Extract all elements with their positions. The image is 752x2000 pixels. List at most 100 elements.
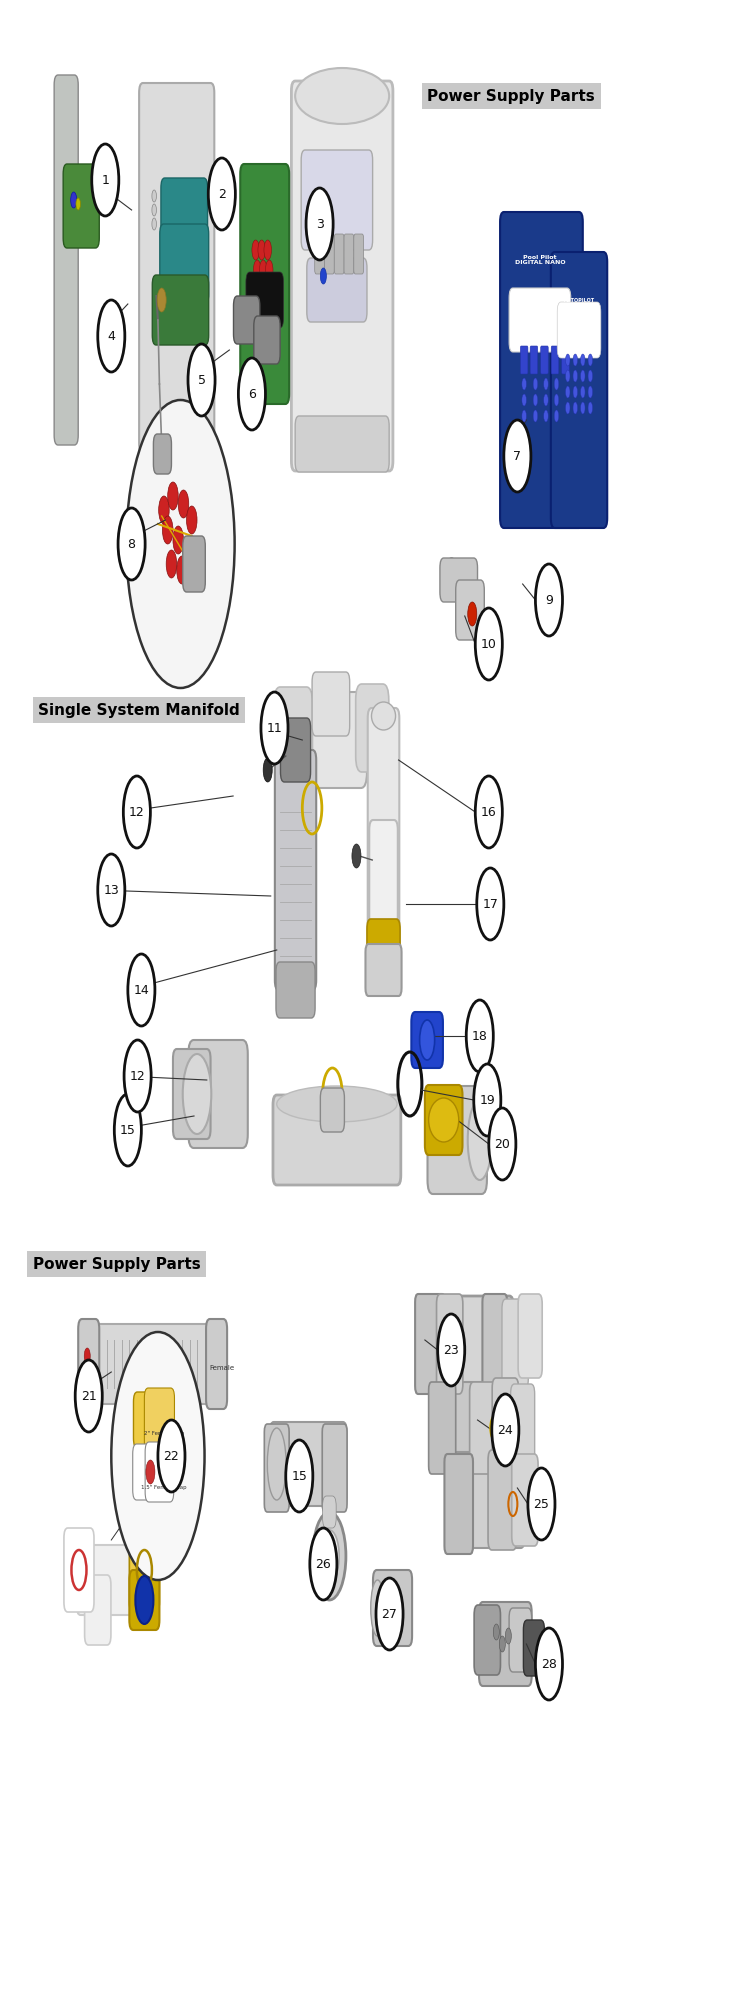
Text: 12: 12 xyxy=(130,1070,145,1082)
Circle shape xyxy=(420,1020,435,1060)
Circle shape xyxy=(588,370,593,382)
FancyBboxPatch shape xyxy=(322,1424,347,1512)
Circle shape xyxy=(466,1000,493,1072)
Text: 15: 15 xyxy=(291,1470,308,1482)
Ellipse shape xyxy=(371,702,396,730)
Circle shape xyxy=(98,300,125,372)
Circle shape xyxy=(581,370,585,382)
Text: 16: 16 xyxy=(481,806,496,818)
Circle shape xyxy=(152,190,156,202)
FancyBboxPatch shape xyxy=(334,234,344,274)
Text: 22: 22 xyxy=(164,1450,179,1462)
Circle shape xyxy=(581,386,585,398)
FancyBboxPatch shape xyxy=(81,1324,220,1404)
Circle shape xyxy=(566,354,570,366)
FancyBboxPatch shape xyxy=(240,164,289,404)
Text: 20: 20 xyxy=(494,1138,511,1150)
Circle shape xyxy=(499,1636,505,1652)
Circle shape xyxy=(259,260,267,280)
FancyBboxPatch shape xyxy=(78,1320,99,1408)
FancyBboxPatch shape xyxy=(274,686,312,768)
Circle shape xyxy=(474,1064,501,1136)
Circle shape xyxy=(352,844,361,868)
FancyBboxPatch shape xyxy=(562,346,569,374)
Circle shape xyxy=(152,218,156,230)
Ellipse shape xyxy=(183,1054,211,1134)
Text: Pool Pilot
DIGITAL NANO: Pool Pilot DIGITAL NANO xyxy=(514,254,566,266)
FancyBboxPatch shape xyxy=(483,1294,508,1394)
Text: 26: 26 xyxy=(316,1558,331,1570)
FancyBboxPatch shape xyxy=(246,272,284,328)
FancyBboxPatch shape xyxy=(152,274,208,344)
Circle shape xyxy=(493,1624,499,1640)
Circle shape xyxy=(118,508,145,580)
Text: 21: 21 xyxy=(81,1390,96,1402)
FancyBboxPatch shape xyxy=(488,1450,517,1550)
Circle shape xyxy=(528,1468,555,1540)
Text: 15: 15 xyxy=(120,1124,136,1136)
Circle shape xyxy=(544,394,548,406)
FancyBboxPatch shape xyxy=(425,1084,462,1156)
Circle shape xyxy=(477,868,504,940)
Circle shape xyxy=(475,776,502,848)
Circle shape xyxy=(71,192,77,208)
Text: 5: 5 xyxy=(198,374,205,386)
FancyBboxPatch shape xyxy=(295,416,390,472)
FancyBboxPatch shape xyxy=(365,944,402,996)
Text: 2" Female Cap: 2" Female Cap xyxy=(144,1432,184,1436)
FancyBboxPatch shape xyxy=(129,1570,159,1630)
FancyBboxPatch shape xyxy=(509,288,571,352)
Circle shape xyxy=(152,204,156,216)
FancyBboxPatch shape xyxy=(144,1388,174,1452)
FancyBboxPatch shape xyxy=(63,164,99,248)
FancyBboxPatch shape xyxy=(206,1320,227,1408)
FancyBboxPatch shape xyxy=(427,1086,487,1194)
Circle shape xyxy=(573,354,578,366)
Text: 2: 2 xyxy=(218,188,226,200)
Circle shape xyxy=(159,496,169,524)
FancyBboxPatch shape xyxy=(367,918,400,968)
FancyBboxPatch shape xyxy=(420,1296,513,1392)
Text: 14: 14 xyxy=(134,984,149,996)
Circle shape xyxy=(306,188,333,260)
Circle shape xyxy=(75,1360,102,1432)
Circle shape xyxy=(178,490,189,518)
Circle shape xyxy=(475,608,502,680)
Circle shape xyxy=(573,370,578,382)
Text: 9: 9 xyxy=(545,594,553,606)
FancyBboxPatch shape xyxy=(153,434,171,474)
Text: 4: 4 xyxy=(108,330,115,342)
Circle shape xyxy=(588,386,593,398)
FancyBboxPatch shape xyxy=(493,1378,519,1470)
FancyBboxPatch shape xyxy=(54,76,78,446)
Circle shape xyxy=(258,240,265,260)
FancyBboxPatch shape xyxy=(429,1382,456,1474)
Text: Power Supply Parts: Power Supply Parts xyxy=(32,1256,201,1272)
Circle shape xyxy=(128,954,155,1026)
Circle shape xyxy=(208,158,235,230)
Circle shape xyxy=(76,198,80,210)
Circle shape xyxy=(263,758,272,782)
Circle shape xyxy=(522,410,526,422)
Circle shape xyxy=(286,1440,313,1512)
Circle shape xyxy=(533,410,538,422)
Text: 18: 18 xyxy=(472,1030,488,1042)
Circle shape xyxy=(566,370,570,382)
Text: Power Supply Parts: Power Supply Parts xyxy=(427,88,596,104)
FancyBboxPatch shape xyxy=(550,252,608,528)
FancyBboxPatch shape xyxy=(502,1300,529,1388)
Circle shape xyxy=(566,402,570,414)
FancyBboxPatch shape xyxy=(188,1040,247,1148)
Circle shape xyxy=(489,1108,516,1180)
Circle shape xyxy=(111,1332,205,1580)
Text: 17: 17 xyxy=(482,898,499,910)
Ellipse shape xyxy=(277,1086,397,1122)
FancyBboxPatch shape xyxy=(129,1528,159,1612)
FancyBboxPatch shape xyxy=(64,1528,94,1612)
FancyBboxPatch shape xyxy=(280,692,367,788)
Circle shape xyxy=(573,402,578,414)
Circle shape xyxy=(505,1628,511,1644)
Circle shape xyxy=(146,1460,155,1484)
Ellipse shape xyxy=(295,68,390,124)
Circle shape xyxy=(123,776,150,848)
